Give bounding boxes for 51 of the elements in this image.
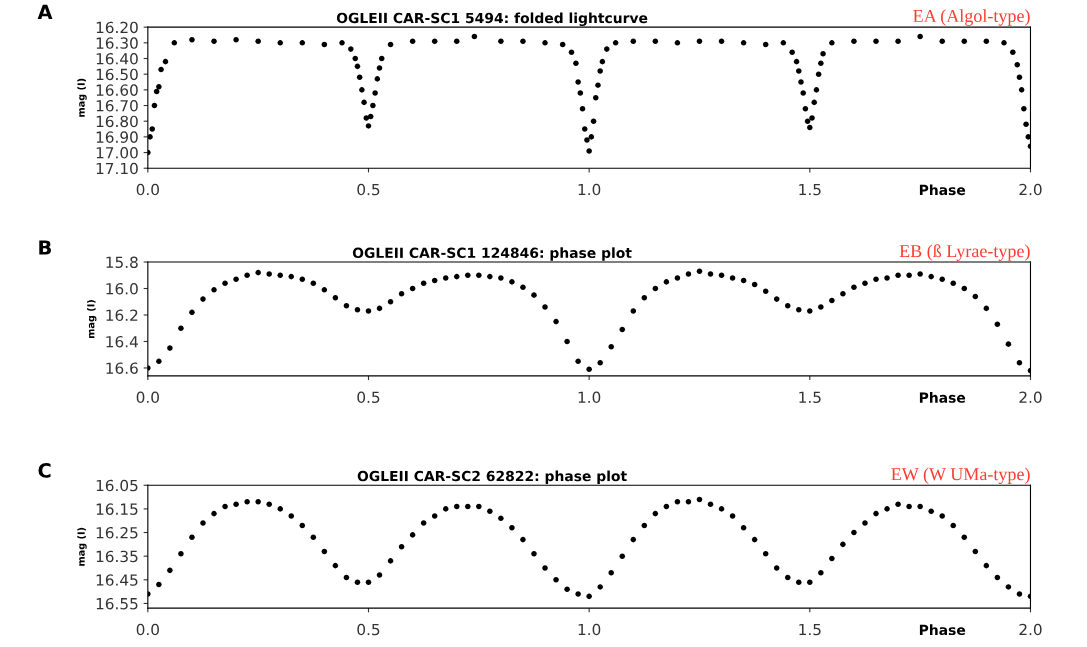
y-tick-label: 16.70 bbox=[96, 100, 138, 112]
x-tick-label: 1.0 bbox=[578, 391, 601, 404]
text: A bbox=[37, 4, 53, 19]
x-tick-label: 0.5 bbox=[357, 623, 380, 636]
x-tick-label: 1.5 bbox=[799, 391, 821, 404]
y-tick-label: 16.55 bbox=[96, 597, 138, 610]
chart-title: OGLEII CAR-SC1 5494: folded lightcurve bbox=[336, 12, 648, 26]
y-tick-label: 17.00 bbox=[96, 147, 138, 159]
x-tick-label: 0.5 bbox=[357, 183, 380, 196]
y-tick-label: 16.50 bbox=[96, 68, 138, 81]
text: B bbox=[39, 240, 51, 255]
y-tick-label: 16.60 bbox=[96, 84, 138, 96]
x-tick-label: 1.5 bbox=[799, 623, 821, 636]
y-tick-label: 16.25 bbox=[96, 527, 138, 539]
y-tick-label: 16.35 bbox=[96, 550, 138, 563]
x-tick-label: 1.0 bbox=[578, 183, 601, 196]
x-tick-label: 1.5 bbox=[799, 183, 821, 196]
x-axis-title: Phase bbox=[919, 184, 966, 196]
y-tick-label: 15.8 bbox=[106, 256, 138, 269]
y-tick-label: 16.20 bbox=[96, 21, 138, 34]
x-tick-label: 0.0 bbox=[136, 391, 159, 404]
y-axis-title: mag (I) bbox=[86, 300, 97, 338]
x-axis-title: Phase bbox=[919, 624, 966, 636]
x-tick-label: 0.0 bbox=[136, 183, 159, 196]
x-tick-label: 0.0 bbox=[136, 623, 159, 636]
y-tick-label: 16.30 bbox=[96, 37, 138, 49]
y-tick-label: 16.6 bbox=[106, 362, 138, 374]
y-axis-title: mag (I) bbox=[77, 78, 87, 117]
y-tick-label: 17.10 bbox=[96, 162, 138, 175]
x-tick-label: 2.0 bbox=[1019, 623, 1042, 636]
y-tick-label: 16.40 bbox=[96, 52, 138, 65]
y-tick-label: 16.45 bbox=[96, 574, 138, 586]
y-axis-title: mag (I) bbox=[77, 527, 87, 566]
y-tick-label: 16.90 bbox=[96, 131, 138, 143]
y-tick-label: 16.80 bbox=[96, 115, 138, 128]
x-tick-label: 2.0 bbox=[1019, 391, 1042, 404]
y-tick-label: 16.2 bbox=[106, 309, 138, 322]
text: EB (ß Lyrae-type) bbox=[899, 244, 1030, 261]
text: EA (Algol-type) bbox=[913, 9, 1030, 26]
y-tick-label: 16.0 bbox=[106, 282, 138, 295]
y-tick-label: 16.15 bbox=[96, 503, 138, 515]
x-tick-label: 1.0 bbox=[578, 623, 601, 636]
y-tick-label: 16.4 bbox=[106, 335, 138, 348]
x-tick-label: 2.0 bbox=[1019, 183, 1042, 196]
text: EW (W UMa-type) bbox=[891, 467, 1030, 485]
text: C bbox=[38, 463, 51, 478]
x-axis-title: Phase bbox=[919, 392, 966, 403]
chart-title: OGLEII CAR-SC1 124846: phase plot bbox=[352, 247, 632, 261]
y-tick-label: 16.05 bbox=[96, 479, 138, 492]
x-tick-label: 0.5 bbox=[357, 391, 380, 404]
chart-title: OGLEII CAR-SC2 62822: phase plot bbox=[357, 470, 627, 484]
